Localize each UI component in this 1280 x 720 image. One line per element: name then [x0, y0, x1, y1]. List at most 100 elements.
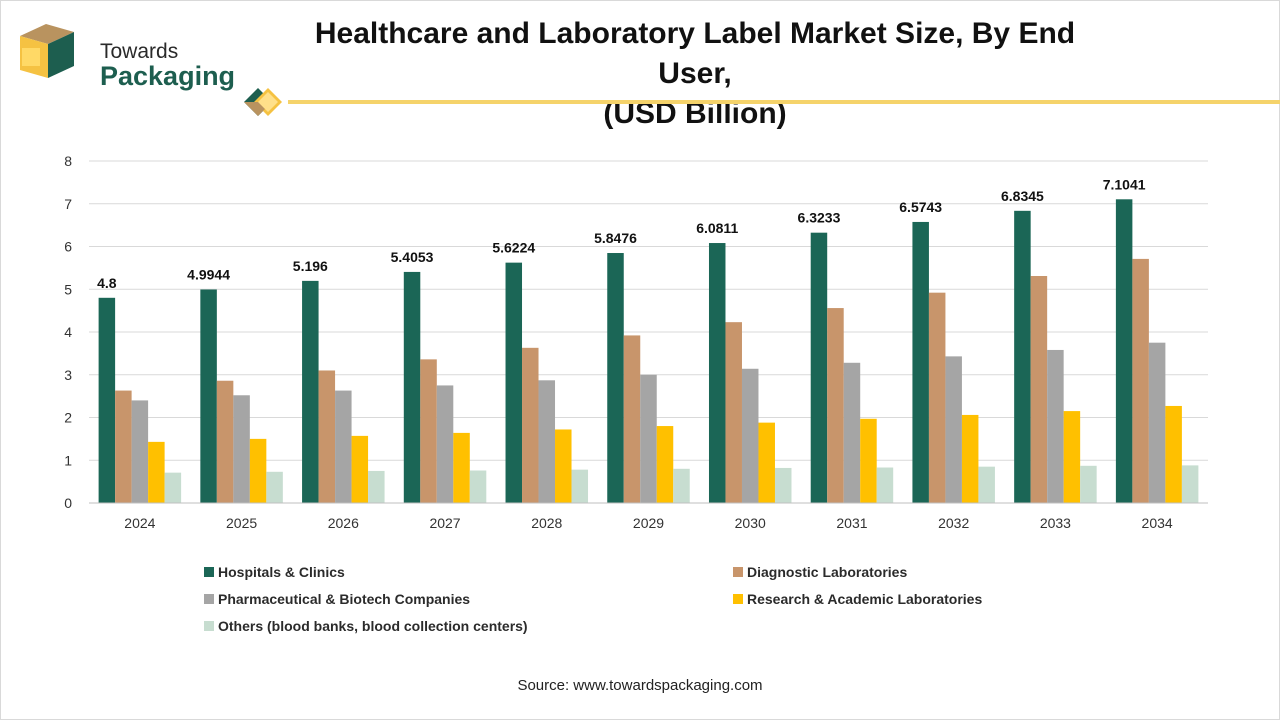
legend-swatch	[204, 594, 214, 604]
bar	[131, 400, 149, 503]
bar	[827, 308, 844, 503]
y-tick-label: 3	[64, 367, 72, 383]
brand-line-1: Towards	[100, 40, 179, 63]
bar-chart: 0 1 2 3 4 5 6 7 8 4.8 2024 4.9944 2025 5.196 2026 5.405…	[64, 153, 1208, 531]
bar	[469, 470, 487, 503]
packaging-box-icon	[20, 24, 74, 78]
data-label: 5.8476	[594, 230, 637, 246]
bar	[403, 271, 421, 503]
bar	[725, 322, 742, 503]
y-tick-label: 6	[64, 239, 72, 255]
bar	[708, 243, 726, 504]
data-label: 5.4053	[391, 249, 434, 265]
bar	[758, 422, 775, 503]
bar	[623, 335, 641, 503]
legend-swatch	[204, 567, 214, 577]
x-tick-label: 2025	[226, 515, 257, 531]
bar	[1115, 199, 1133, 503]
bar	[335, 390, 352, 503]
bar	[912, 221, 929, 503]
bar	[1014, 210, 1031, 503]
bar	[453, 432, 470, 503]
chart-title: Healthcare and Laboratory Label Market S…	[300, 14, 1090, 134]
x-tick-label: 2030	[735, 515, 766, 531]
bar	[302, 280, 319, 503]
x-tick-label: 2031	[836, 515, 867, 531]
y-tick-label: 7	[64, 196, 72, 212]
y-tick-label: 8	[64, 153, 72, 169]
bar	[571, 469, 589, 503]
legend-swatch	[733, 567, 743, 577]
bar	[368, 470, 385, 503]
legend-swatch	[733, 594, 743, 604]
legend-label: Others (blood banks, blood collection ce…	[218, 618, 528, 634]
data-label: 5.196	[293, 258, 328, 274]
bar	[843, 362, 861, 503]
data-label: 5.6224	[492, 240, 535, 256]
x-tick-label: 2024	[124, 515, 155, 531]
bar	[860, 418, 877, 503]
bar	[640, 374, 657, 503]
bar	[164, 472, 182, 503]
chart-title-line-1: Healthcare and Laboratory Label Market S…	[314, 17, 1076, 90]
x-tick-label: 2028	[531, 515, 562, 531]
legend-item: Others (blood banks, blood collection ce…	[204, 618, 528, 636]
legend-item: Research & Academic Laboratories	[733, 591, 982, 609]
y-tick-label: 0	[64, 495, 72, 511]
bar	[266, 471, 283, 503]
bar	[673, 468, 690, 503]
x-tick-label: 2034	[1142, 515, 1173, 531]
bar	[928, 292, 946, 503]
bar	[148, 441, 165, 503]
x-tick-label: 2026	[328, 515, 359, 531]
bar	[538, 380, 556, 503]
bar	[741, 368, 759, 503]
bar	[1132, 258, 1149, 503]
bar	[522, 347, 539, 503]
x-tick-label: 2027	[429, 515, 460, 531]
legend-label: Research & Academic Laboratories	[747, 591, 983, 607]
legend-label: Hospitals & Clinics	[218, 564, 345, 580]
x-tick-label: 2029	[633, 515, 664, 531]
bar	[1063, 411, 1081, 503]
source-note: Source: www.towardspackaging.com	[517, 677, 763, 694]
y-tick-label: 2	[64, 410, 72, 426]
y-tick-label: 1	[64, 452, 72, 468]
bar	[810, 232, 828, 503]
bar	[233, 395, 250, 503]
brand-logo: Towards Packaging	[16, 18, 256, 91]
legend-item: Pharmaceutical & Biotech Companies	[204, 591, 470, 609]
legend-swatch	[204, 621, 214, 631]
legend-label: Pharmaceutical & Biotech Companies	[218, 591, 471, 607]
bar	[1165, 405, 1182, 503]
bar	[978, 466, 995, 503]
x-tick-label: 2032	[938, 515, 969, 531]
bar	[351, 435, 369, 503]
bar	[420, 359, 437, 503]
bar	[436, 385, 454, 503]
brand-line-2: Packaging	[100, 61, 236, 91]
bar	[318, 370, 336, 503]
legend-label: Diagnostic Laboratories	[747, 564, 908, 580]
data-label: 6.3233	[798, 210, 841, 226]
data-label: 4.9944	[187, 266, 230, 282]
bar	[1030, 275, 1048, 503]
bar	[1047, 349, 1064, 503]
bar	[1181, 465, 1199, 503]
data-label: 6.0811	[696, 220, 738, 236]
bar	[1080, 465, 1097, 503]
divider-diamond-icon	[244, 88, 282, 116]
bar	[774, 467, 792, 503]
bar	[115, 390, 132, 503]
bar	[505, 262, 523, 503]
bar	[876, 467, 894, 503]
data-label: 6.8345	[1001, 188, 1044, 204]
data-label: 7.1041	[1103, 176, 1146, 192]
bar	[249, 438, 267, 503]
bar	[216, 380, 234, 503]
bar	[200, 289, 217, 503]
legend-item: Hospitals & Clinics	[204, 564, 345, 582]
data-label: 4.8	[97, 275, 117, 291]
bar	[656, 426, 674, 503]
title-divider	[288, 100, 1280, 104]
